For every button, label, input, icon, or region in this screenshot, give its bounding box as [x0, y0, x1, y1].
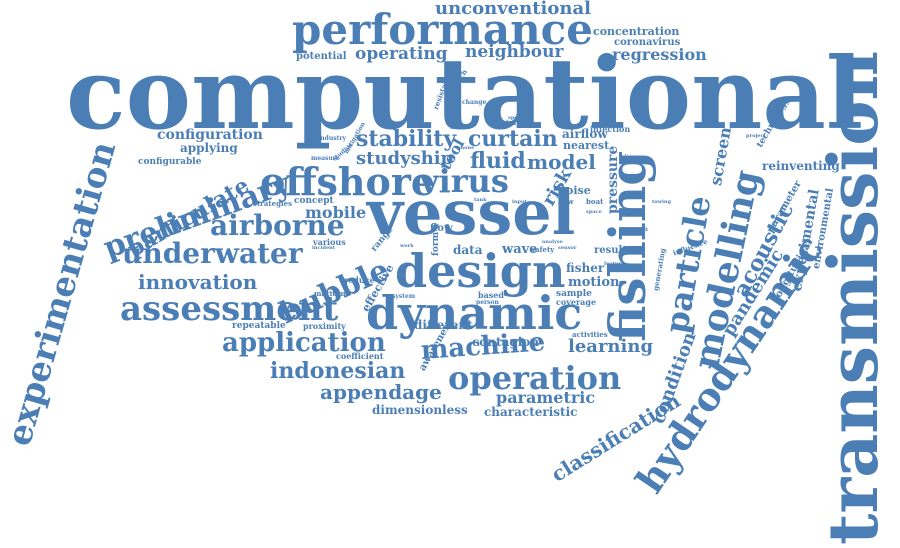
word-performance: performance: [292, 5, 593, 54]
word-maritime: maritime: [314, 289, 351, 298]
word-pressure: pressure: [605, 145, 621, 214]
word-proximity: proximity: [303, 321, 346, 331]
word-configuration: configuration: [157, 127, 263, 143]
word-reinventing: reinventing: [762, 159, 840, 173]
word-parametric: parametric: [496, 388, 596, 407]
word-reduce: reduce: [344, 275, 375, 285]
word-input: input: [512, 199, 527, 205]
word-noise: noise: [558, 184, 591, 197]
word-bow: bow: [558, 197, 574, 206]
word-airborne: airborne: [210, 209, 345, 242]
word-concentration: concentration: [593, 25, 680, 38]
word-configurable: configurable: [138, 157, 202, 167]
word-operating: operating: [355, 44, 448, 64]
word-learning: learning: [568, 336, 654, 357]
word-transmission: transmission: [814, 51, 894, 545]
word-regression: regression: [612, 45, 707, 64]
word-speed: speed: [508, 115, 525, 121]
word-model: model: [527, 150, 596, 174]
word-curtain: curtain: [468, 126, 558, 152]
word-innovation: innovation: [138, 270, 258, 294]
word-virus: virus: [420, 162, 509, 200]
word-project: project: [746, 133, 766, 139]
word-mobile: mobile: [305, 203, 367, 222]
word-sensor: sensor: [558, 245, 577, 251]
word-industry: industry: [318, 135, 346, 142]
word-experimentation: experimentation: [0, 137, 125, 451]
word-strategies: strategies: [253, 199, 293, 208]
word-sample: sample: [556, 289, 592, 299]
word-data: data: [453, 243, 483, 257]
word-flow: flow: [430, 223, 453, 234]
word-fisher: fisher: [566, 261, 605, 275]
word-change: change: [462, 99, 487, 106]
word-based: based: [478, 290, 504, 300]
word-different: different: [414, 318, 473, 332]
word-applying: applying: [180, 141, 238, 155]
word-wave: wave: [502, 242, 538, 257]
word-characteristic: characteristic: [484, 405, 578, 419]
word-indonesian: indonesian: [270, 358, 406, 384]
word-activities: activities: [572, 330, 608, 339]
word-system: system: [392, 293, 416, 300]
word-stability: stability: [356, 126, 457, 152]
word-nearest: nearest: [563, 139, 610, 152]
word-airflow: airflow: [562, 127, 608, 141]
word-studyship: studyship: [356, 148, 454, 169]
word-design: design: [395, 244, 566, 298]
word-viruses: viruses: [621, 154, 645, 161]
word-safety: safety: [531, 245, 555, 254]
word-analyse: analyse: [542, 239, 563, 245]
word-motion: motion: [568, 275, 620, 290]
word-computational: computational: [66, 37, 864, 152]
word-feature: feature: [604, 261, 625, 267]
word-unconventional: unconventional: [435, 0, 591, 19]
word-contagion: contagion: [472, 335, 540, 349]
word-tank: tank: [474, 197, 487, 203]
word-towing: towing: [652, 199, 671, 205]
word-coronavirus: coronavirus: [614, 37, 681, 48]
word-application: application: [222, 328, 386, 358]
word-coefficient: coefficient: [336, 351, 384, 361]
word-phone: phone: [457, 145, 475, 151]
word-form: form: [431, 231, 441, 256]
word-offshore: offshore: [260, 159, 436, 204]
word-assessment: assessment: [120, 289, 339, 329]
word-work: work: [400, 243, 414, 249]
word-neighbour: neighbour: [465, 42, 564, 62]
word-person: person: [476, 299, 499, 306]
word-measure: measure: [311, 155, 340, 162]
word-remain: remain: [624, 226, 648, 233]
word-series: series: [482, 231, 499, 237]
word-potential: potential: [296, 51, 347, 62]
word-appendage: appendage: [320, 380, 442, 404]
word-infection: infection: [590, 124, 631, 134]
word-impact: impact: [506, 118, 533, 127]
word-space: space: [586, 209, 602, 215]
word-coverage: coverage: [556, 297, 597, 307]
word-dimensionless: dimensionless: [372, 403, 468, 417]
word-vessel: vessel: [367, 176, 576, 249]
word-repeatable: repeatable: [232, 321, 286, 331]
word-limited: limited: [450, 125, 470, 131]
word-boat: boat: [586, 197, 604, 206]
word-various: various: [313, 237, 346, 247]
word-concept: concept: [294, 196, 334, 206]
word-incident: incident: [312, 245, 336, 251]
word-result: result: [594, 245, 627, 256]
word-underwater: underwater: [122, 237, 303, 270]
word-dynamic: dynamic: [366, 286, 583, 340]
word-operation: operation: [448, 359, 622, 397]
word-fluid: fluid: [470, 148, 526, 174]
